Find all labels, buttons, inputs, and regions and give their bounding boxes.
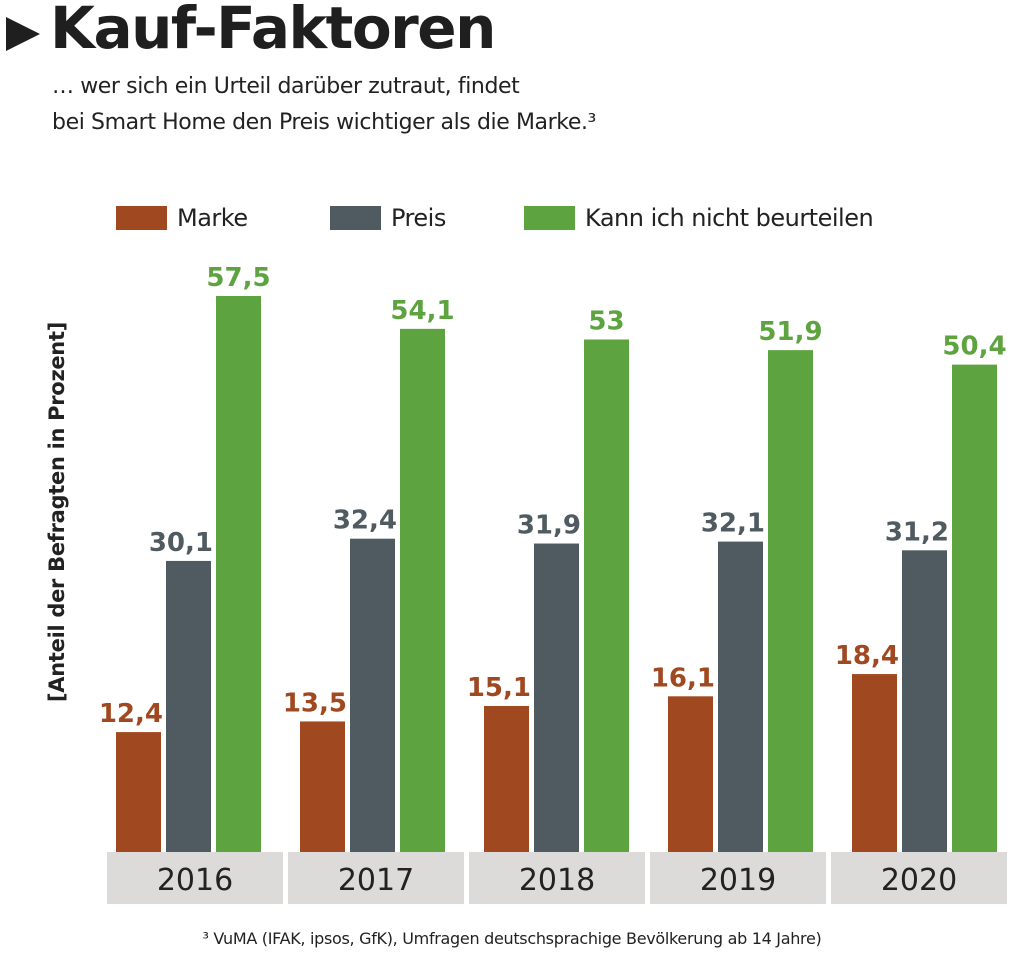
bar-value-label-2019-preis: 32,1	[701, 509, 765, 539]
bar-value-label-2017-marke: 13,5	[283, 688, 347, 718]
bar-2016-marke	[116, 732, 161, 852]
bar-2018-marke	[484, 705, 529, 852]
bar-value-label-2017-preis: 32,4	[333, 506, 397, 536]
bar-2019-kann-ich-nicht-beurteilen	[768, 350, 813, 852]
bar-2020-preis	[902, 550, 947, 852]
bar-2018-kann-ich-nicht-beurteilen	[584, 339, 629, 852]
category-label-2016: 2016	[157, 863, 233, 898]
legend-label-kann-nicht-beurteilen: Kann ich nicht beurteilen	[585, 204, 874, 232]
bar-value-label-2018-kann-ich-nicht-beurteilen: 53	[588, 306, 624, 336]
category-label-2018: 2018	[519, 863, 595, 898]
legend-label-marke: Marke	[177, 204, 248, 232]
bar-value-label-2020-kann-ich-nicht-beurteilen: 50,4	[942, 332, 1006, 362]
subtitle-line-2: bei Smart Home den Preis wichtiger als d…	[52, 110, 596, 135]
bar-value-label-2018-preis: 31,9	[517, 511, 581, 541]
legend-swatch-preis	[330, 206, 381, 230]
bar-value-label-2016-kann-ich-nicht-beurteilen: 57,5	[206, 263, 270, 293]
bar-value-labels: 12,4 30,1 57,5 13,5 32,4 54,1 15,1 31,9 53 16,1 32…	[99, 263, 1007, 729]
legend: Marke Preis Kann ich nicht beurteilen	[0, 200, 1024, 236]
bar-2017-preis	[350, 538, 395, 852]
bar-2019-preis	[718, 541, 763, 852]
bar-2017-kann-ich-nicht-beurteilen	[400, 328, 445, 852]
category-box-2019	[650, 852, 826, 904]
category-boxes	[107, 852, 1007, 904]
play-triangle-icon	[6, 17, 40, 51]
legend-item-marke: Marke	[116, 200, 248, 236]
bar-value-label-2019-kann-ich-nicht-beurteilen: 51,9	[758, 317, 822, 347]
category-labels: 2016 2017 2018 2019 2020	[157, 863, 957, 898]
subtitle-line-1: … wer sich ein Urteil darüber zutraut, f…	[52, 74, 520, 99]
chart-title: Kauf-Faktoren	[50, 0, 496, 62]
legend-swatch-kann-nicht-beurteilen	[524, 206, 575, 230]
category-box-2016	[107, 852, 283, 904]
bar-2016-preis	[166, 560, 211, 852]
category-label-2020: 2020	[881, 863, 957, 898]
bar-2016-kann-ich-nicht-beurteilen	[216, 295, 261, 853]
bar-value-label-2016-preis: 30,1	[149, 528, 213, 558]
bar-2020-kann-ich-nicht-beurteilen	[952, 364, 997, 852]
legend-label-preis: Preis	[391, 204, 446, 232]
bars	[116, 295, 997, 853]
bar-value-label-2020-marke: 18,4	[835, 641, 899, 671]
bar-value-label-2019-marke: 16,1	[651, 663, 715, 693]
bar-value-label-2016-marke: 12,4	[99, 699, 163, 729]
legend-item-preis: Preis	[330, 200, 446, 236]
category-box-2020	[831, 852, 1007, 904]
category-label-2019: 2019	[700, 863, 776, 898]
bar-2017-marke	[300, 721, 345, 852]
category-label-2017: 2017	[338, 863, 414, 898]
bar-value-label-2017-kann-ich-nicht-beurteilen: 54,1	[390, 296, 454, 326]
legend-item-kann-nicht-beurteilen: Kann ich nicht beurteilen	[524, 200, 874, 236]
bar-value-label-2018-marke: 15,1	[467, 673, 531, 703]
bar-2018-preis	[534, 543, 579, 852]
category-box-2018	[469, 852, 645, 904]
bar-2019-marke	[668, 696, 713, 852]
bar-2020-marke	[852, 674, 897, 852]
bar-value-label-2020-preis: 31,2	[885, 517, 949, 547]
category-box-2017	[288, 852, 464, 904]
footnote: ³ VuMA (IFAK, ipsos, GfK), Umfragen deut…	[202, 929, 822, 948]
legend-swatch-marke	[116, 206, 167, 230]
